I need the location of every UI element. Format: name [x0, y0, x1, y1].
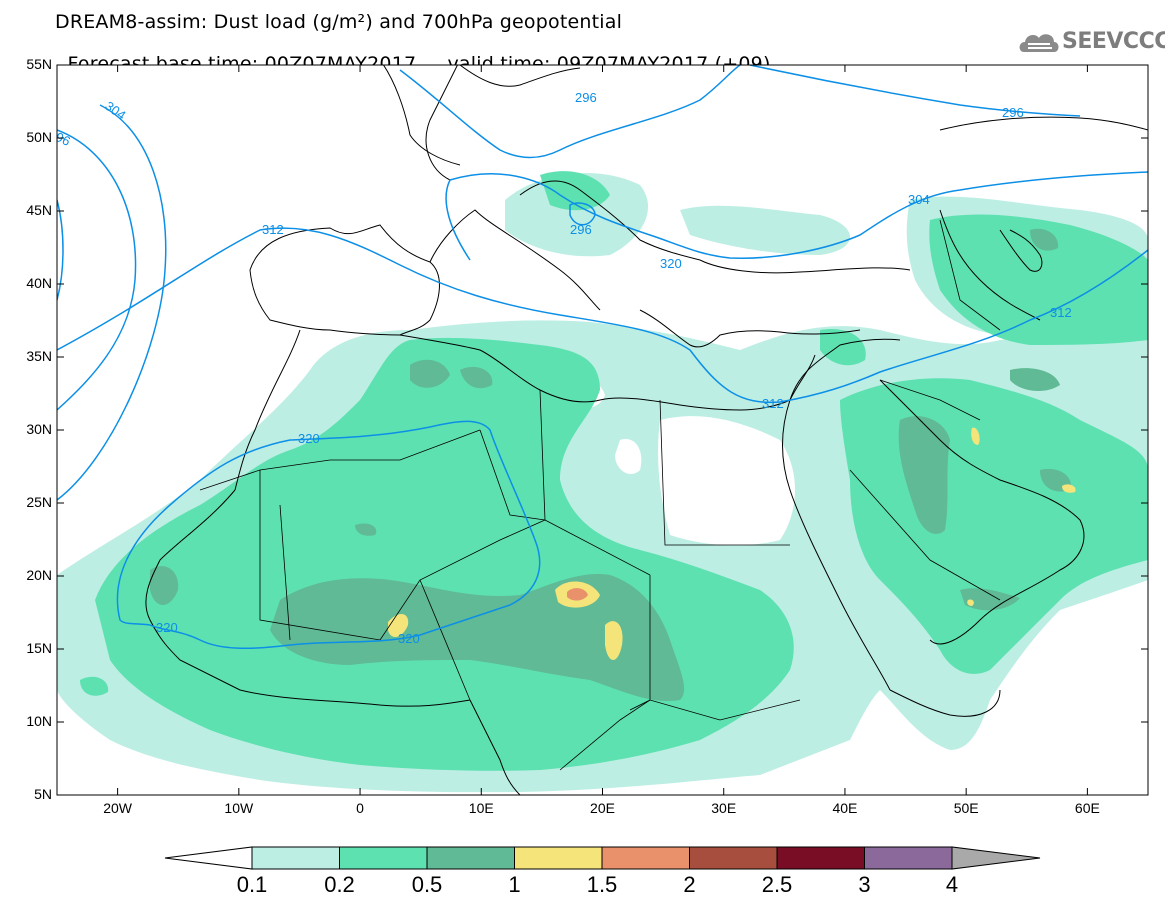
colorbar-label: 1.5	[586, 872, 618, 897]
colorbar-label: 0.1	[236, 872, 268, 897]
contour-label-312-iberia: 312	[262, 222, 284, 237]
lat-label: 40N	[26, 275, 52, 291]
colorbar-segment	[339, 846, 428, 870]
lat-label: 20N	[26, 567, 52, 583]
coastlines	[145, 65, 1148, 795]
lon-label: 0	[356, 800, 364, 816]
lon-label: 20W	[103, 800, 132, 816]
contour-label-320-sahara: 320	[298, 431, 320, 446]
colorbar-label: 0.5	[411, 872, 443, 897]
colorbar-label: 0.2	[324, 872, 355, 897]
geopotential-contours	[57, 65, 1148, 650]
country-borders	[199, 219, 1001, 771]
contour-label-296-europe: 296	[575, 90, 597, 105]
lat-label: 10N	[26, 713, 52, 729]
lat-label: 30N	[26, 421, 52, 437]
colorbar-arrow-low	[164, 846, 253, 870]
lon-label: 30E	[711, 800, 737, 816]
logo-text: SEEVCCC	[1062, 29, 1165, 54]
colorbar-segment	[776, 846, 865, 870]
lat-label: 50N	[26, 129, 52, 145]
contour-label-304-east: 304	[908, 192, 930, 207]
contour-label-320-aegean: 320	[660, 256, 682, 271]
contour-label-296-balkans: 296	[570, 222, 592, 237]
lon-label: 10W	[224, 800, 254, 816]
contour-label-320-sahel: 320	[398, 631, 420, 646]
colorbar-label: 1	[508, 872, 521, 897]
contour-label-312-egypt: 312	[762, 396, 784, 411]
lat-label: 55N	[26, 56, 52, 72]
lat-label: 25N	[26, 494, 52, 510]
contour-label-312-east: 312	[1050, 305, 1072, 320]
cloud-logo-icon	[1019, 34, 1059, 52]
colorbar-arrow-high	[951, 846, 1041, 870]
lat-label: 15N	[26, 640, 52, 656]
colorbar-segment	[251, 846, 340, 870]
colorbar-segment	[514, 846, 603, 870]
colorbar-segment	[864, 846, 953, 870]
chart-title: DREAM8-assim: Dust load (g/m²) and 700hP…	[55, 11, 623, 33]
contour-label-320-west-africa: 320	[156, 620, 178, 635]
colorbar-segment	[426, 846, 515, 870]
colorbar-segment	[689, 846, 778, 870]
lat-label: 5N	[34, 786, 52, 802]
lon-label: 60E	[1074, 800, 1100, 816]
colorbar-segment	[601, 846, 690, 870]
colorbar	[164, 846, 1041, 870]
lon-label: 40E	[832, 800, 858, 816]
colorbar-label: 2.5	[761, 872, 793, 897]
colorbar-label: 4	[945, 872, 959, 897]
contour-label-296-east: 296	[1002, 105, 1024, 120]
lon-label: 10E	[468, 800, 494, 816]
lon-label: 50E	[953, 800, 979, 816]
dust-area-1.5	[567, 588, 588, 601]
colorbar-label: 3	[858, 872, 871, 897]
lat-label: 35N	[26, 348, 52, 364]
lat-label: 45N	[26, 202, 52, 218]
colorbar-label: 2	[683, 872, 696, 897]
lon-label: 20E	[590, 800, 615, 816]
